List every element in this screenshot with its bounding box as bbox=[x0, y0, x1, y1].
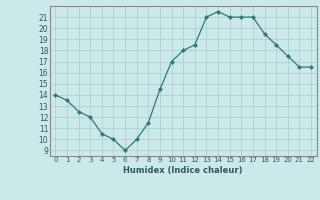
X-axis label: Humidex (Indice chaleur): Humidex (Indice chaleur) bbox=[124, 166, 243, 175]
